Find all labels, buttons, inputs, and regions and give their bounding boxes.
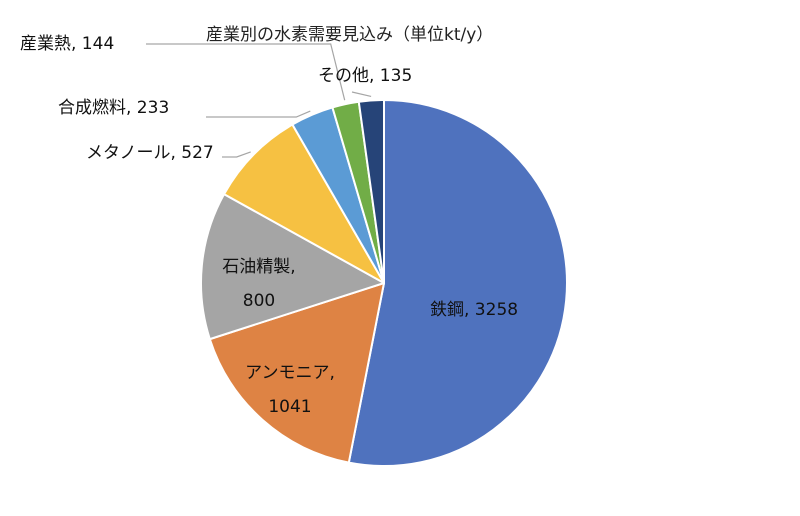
pie-slice-steel bbox=[347, 99, 568, 467]
label-refining-line1: 石油精製, bbox=[222, 257, 296, 277]
leader-line-other bbox=[351, 91, 372, 97]
label-steel-text: 鉄鋼, 3258 bbox=[430, 300, 519, 320]
label-ammonia-line2: 1041 bbox=[268, 397, 312, 417]
pie-slice-methanol bbox=[223, 123, 385, 284]
label-ammonia-line1: アンモニア, bbox=[245, 363, 335, 383]
label-refining: 石油精製, 800 bbox=[204, 250, 314, 318]
pie-slice-refining bbox=[200, 193, 385, 341]
label-other-text: その他, 135 bbox=[318, 66, 413, 86]
label-methanol: メタノール, 527 bbox=[86, 145, 214, 162]
chart-title: 産業別の水素需要見込み（単位kt/y） bbox=[206, 25, 494, 45]
label-ammonia: アンモニア, 1041 bbox=[222, 356, 358, 424]
pie-slice-other bbox=[357, 98, 385, 284]
label-synfuel-text: 合成燃料, 233 bbox=[58, 98, 170, 118]
label-other: その他, 135 bbox=[318, 68, 412, 85]
label-refining-line2: 800 bbox=[242, 291, 276, 311]
label-industrial-heat-text: 産業熱, 144 bbox=[20, 34, 115, 54]
leader-line-methanol bbox=[222, 151, 251, 158]
leader-line-industrial-heat bbox=[146, 43, 346, 101]
label-steel: 鉄鋼, 3258 bbox=[430, 302, 518, 319]
label-methanol-text: メタノール, 527 bbox=[86, 143, 214, 163]
leader-line-synfuel bbox=[206, 110, 311, 118]
pie-slice-ammonia bbox=[208, 282, 385, 464]
label-industrial-heat: 産業熱, 144 bbox=[20, 36, 114, 53]
label-synfuel: 合成燃料, 233 bbox=[58, 100, 169, 117]
